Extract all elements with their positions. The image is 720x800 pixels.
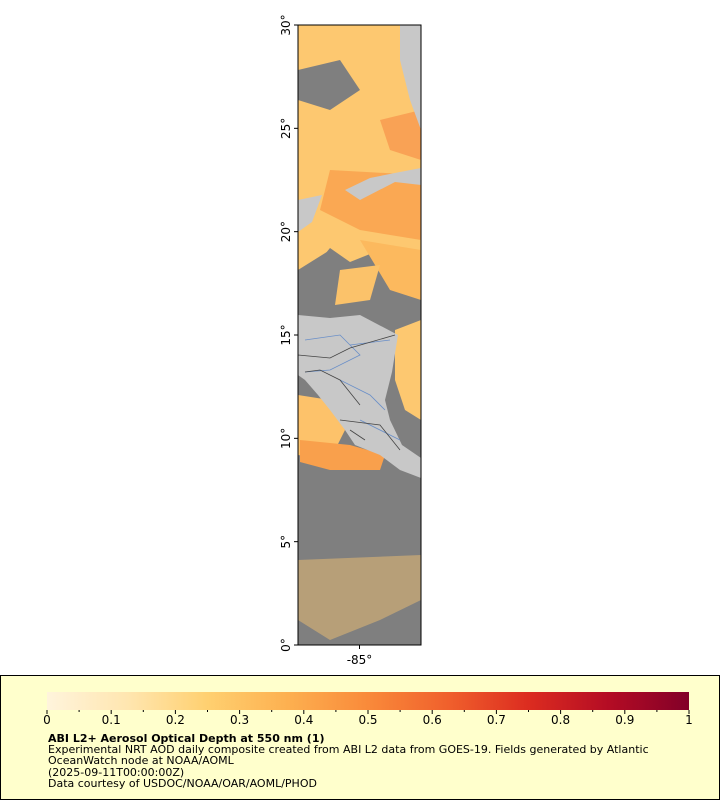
x-tick-label: -85° bbox=[347, 653, 373, 667]
colorbar-tick-label: 0.1 bbox=[102, 713, 121, 727]
colorbar-tick-label: 0 bbox=[43, 713, 51, 727]
colorbar-tick-label: 0.8 bbox=[551, 713, 570, 727]
y-tick-label: 30° bbox=[279, 14, 293, 35]
colorbar bbox=[47, 692, 689, 710]
colorbar-tick-label: 1 bbox=[685, 713, 693, 727]
colorbar-tick-label: 0.7 bbox=[487, 713, 506, 727]
y-tick-label: 10° bbox=[279, 428, 293, 449]
legend-text: OceanWatch node at NOAA/AOML bbox=[48, 754, 235, 767]
y-tick-label: 25° bbox=[279, 118, 293, 139]
colorbar-tick-label: 0.4 bbox=[294, 713, 313, 727]
legend-text: Experimental NRT AOD daily composite cre… bbox=[48, 743, 649, 756]
legend-text: Data courtesy of USDOC/NOAA/OAR/AOML/PHO… bbox=[48, 777, 317, 790]
map-image bbox=[298, 25, 421, 645]
colorbar-tick-label: 0.2 bbox=[166, 713, 185, 727]
colorbar-tick-label: 0.6 bbox=[423, 713, 442, 727]
y-tick-label: 15° bbox=[279, 324, 293, 345]
y-tick-label: 0° bbox=[279, 638, 293, 652]
legend-title: ABI L2+ Aerosol Optical Depth at 550 nm … bbox=[48, 732, 325, 745]
colorbar-tick-label: 0.9 bbox=[615, 713, 634, 727]
colorbar-tick-label: 0.3 bbox=[230, 713, 249, 727]
y-tick-label: 5° bbox=[279, 535, 293, 549]
legend-text: (2025-09-11T00:00:00Z) bbox=[48, 766, 184, 779]
colorbar-tick-label: 0.5 bbox=[358, 713, 377, 727]
y-tick-label: 20° bbox=[279, 221, 293, 242]
